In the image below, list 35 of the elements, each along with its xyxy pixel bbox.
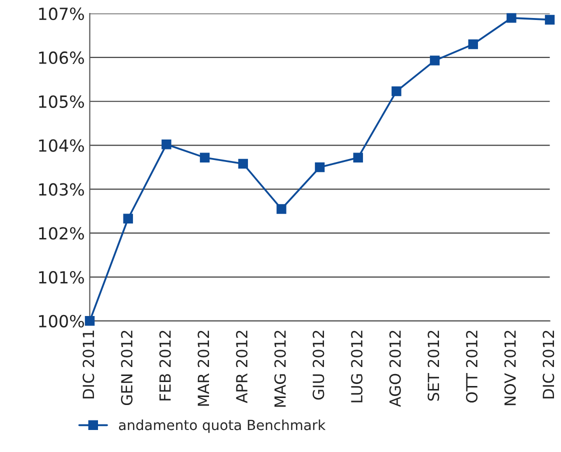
y-tick-label: 106% <box>39 51 84 64</box>
point <box>544 14 555 25</box>
x-tick-label: FEB 2012 <box>159 330 171 400</box>
point <box>430 56 440 66</box>
point <box>506 13 516 23</box>
y-tick-label: 104% <box>39 139 84 152</box>
point <box>162 140 172 150</box>
y-tick-label: 101% <box>39 270 84 284</box>
x-tick-label: LUG 2012 <box>350 330 363 402</box>
y-tick-label: 102% <box>39 227 84 240</box>
x-tick-label: APR 2012 <box>236 330 248 404</box>
point <box>123 214 133 224</box>
point <box>353 152 363 162</box>
point <box>238 158 248 169</box>
x-tick-label: OTT 2012 <box>466 330 478 403</box>
x-tick-label: GIU 2012 <box>312 330 324 400</box>
point <box>200 152 210 162</box>
legend-label: andamento quota Benchmark <box>118 419 326 433</box>
y-tick-label: 105% <box>39 95 84 108</box>
y-tick-label: 100% <box>39 314 84 328</box>
y-tick-label: 107% <box>39 8 84 20</box>
x-tick-label: SET 2012 <box>428 330 440 401</box>
x-tick-label: GEN 2012 <box>120 330 133 406</box>
x-tick-label: NOV 2012 <box>504 330 516 406</box>
point <box>276 204 286 214</box>
x-tick-label: DIC 2012 <box>542 330 554 398</box>
point <box>314 162 325 172</box>
x-tick-label: AGO 2012 <box>389 330 401 407</box>
point <box>468 39 478 50</box>
x-tick-label: MAG 2012 <box>274 330 286 407</box>
y-tick-label: 103% <box>39 183 84 196</box>
point <box>392 86 402 96</box>
x-tick-label: MAR 2012 <box>198 330 210 406</box>
point <box>84 316 95 326</box>
x-tick-label: DIC 2011 <box>82 330 94 398</box>
